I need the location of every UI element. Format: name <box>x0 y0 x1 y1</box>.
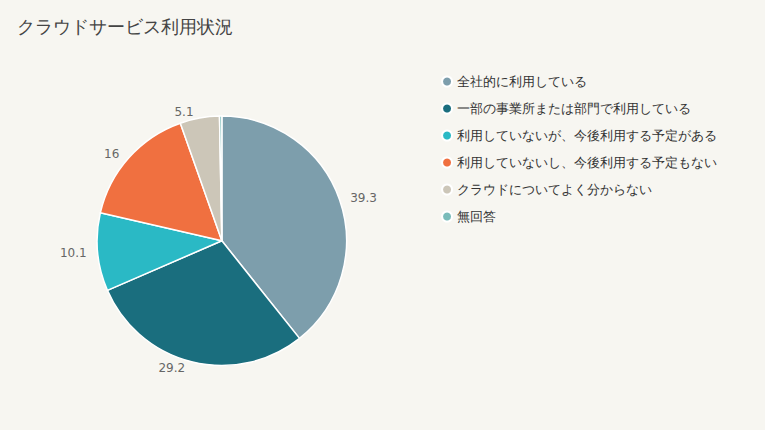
svg-text:10.1: 10.1 <box>60 246 87 260</box>
svg-text:クラウドについてよく分からない: クラウドについてよく分からない <box>457 182 652 197</box>
svg-text:全社的に利用している: 全社的に利用している <box>457 74 587 89</box>
svg-text:利用していないが、今後利用する予定がある: 利用していないが、今後利用する予定がある <box>457 128 717 143</box>
svg-text:16: 16 <box>104 147 119 161</box>
svg-text:一部の事業所または部門で利用している: 一部の事業所または部門で利用している <box>457 101 691 116</box>
svg-text:利用していないし、今後利用する予定もない: 利用していないし、今後利用する予定もない <box>457 155 717 170</box>
svg-text:クラウドサービス利用状況: クラウドサービス利用状況 <box>17 16 233 37</box>
svg-text:5.1: 5.1 <box>174 105 193 119</box>
svg-text:無回答: 無回答 <box>457 209 496 224</box>
svg-text:29.2: 29.2 <box>158 361 185 375</box>
svg-text:39.3: 39.3 <box>350 191 377 205</box>
